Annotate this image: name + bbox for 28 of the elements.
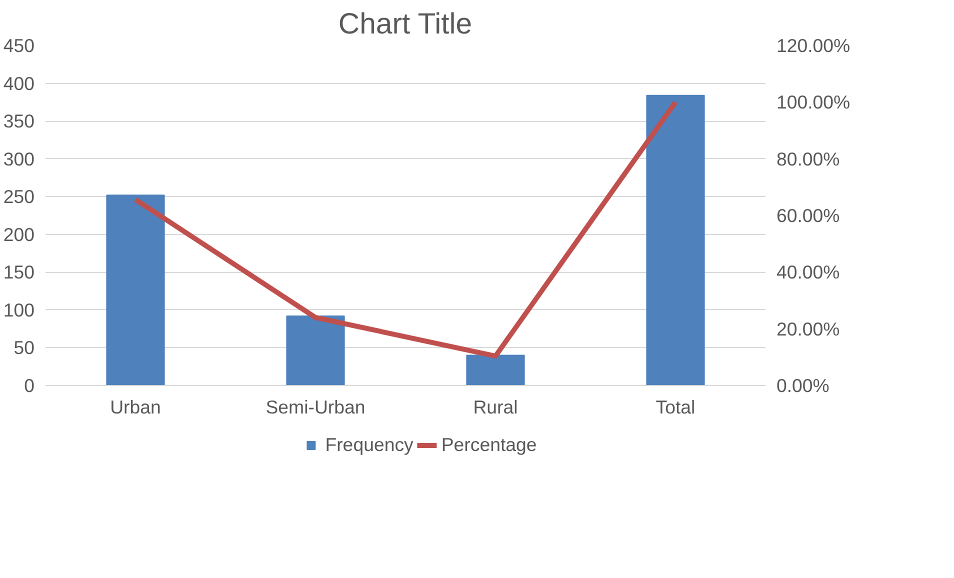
x-tick-label: Urban (110, 396, 161, 418)
bar (106, 194, 165, 386)
y2-tick-label: 20.00% (776, 318, 840, 340)
y-tick-label: 400 (3, 72, 35, 94)
x-tick-label: Rural (473, 396, 518, 418)
y-tick-label: 300 (3, 148, 35, 170)
y-tick-label: 100 (3, 299, 35, 320)
y-tick-label: 0 (24, 375, 35, 396)
y2-tick-label: 100.00% (776, 92, 850, 113)
y2-tick-label: 120.00% (776, 35, 850, 56)
y2-tick-label: 0.00% (776, 375, 830, 396)
y-tick-label: 200 (3, 224, 35, 245)
x-tick-label: Semi-Urban (266, 396, 366, 418)
y-tick-label: 250 (3, 186, 35, 208)
bar (466, 354, 525, 386)
y-tick-label: 50 (14, 337, 35, 358)
legend-label: Frequency (325, 434, 414, 456)
y-tick-label: 150 (3, 262, 35, 283)
legend-label: Percentage (441, 434, 537, 456)
chart-title: Chart Title (338, 8, 472, 40)
y-tick-label: 450 (3, 35, 35, 56)
y2-tick-label: 60.00% (776, 205, 840, 226)
bar (646, 94, 705, 386)
x-tick-label: Total (656, 396, 696, 418)
bar (286, 315, 345, 386)
y2-tick-label: 40.00% (776, 262, 840, 283)
y2-tick-label: 80.00% (776, 148, 840, 170)
y-tick-label: 350 (3, 110, 35, 132)
